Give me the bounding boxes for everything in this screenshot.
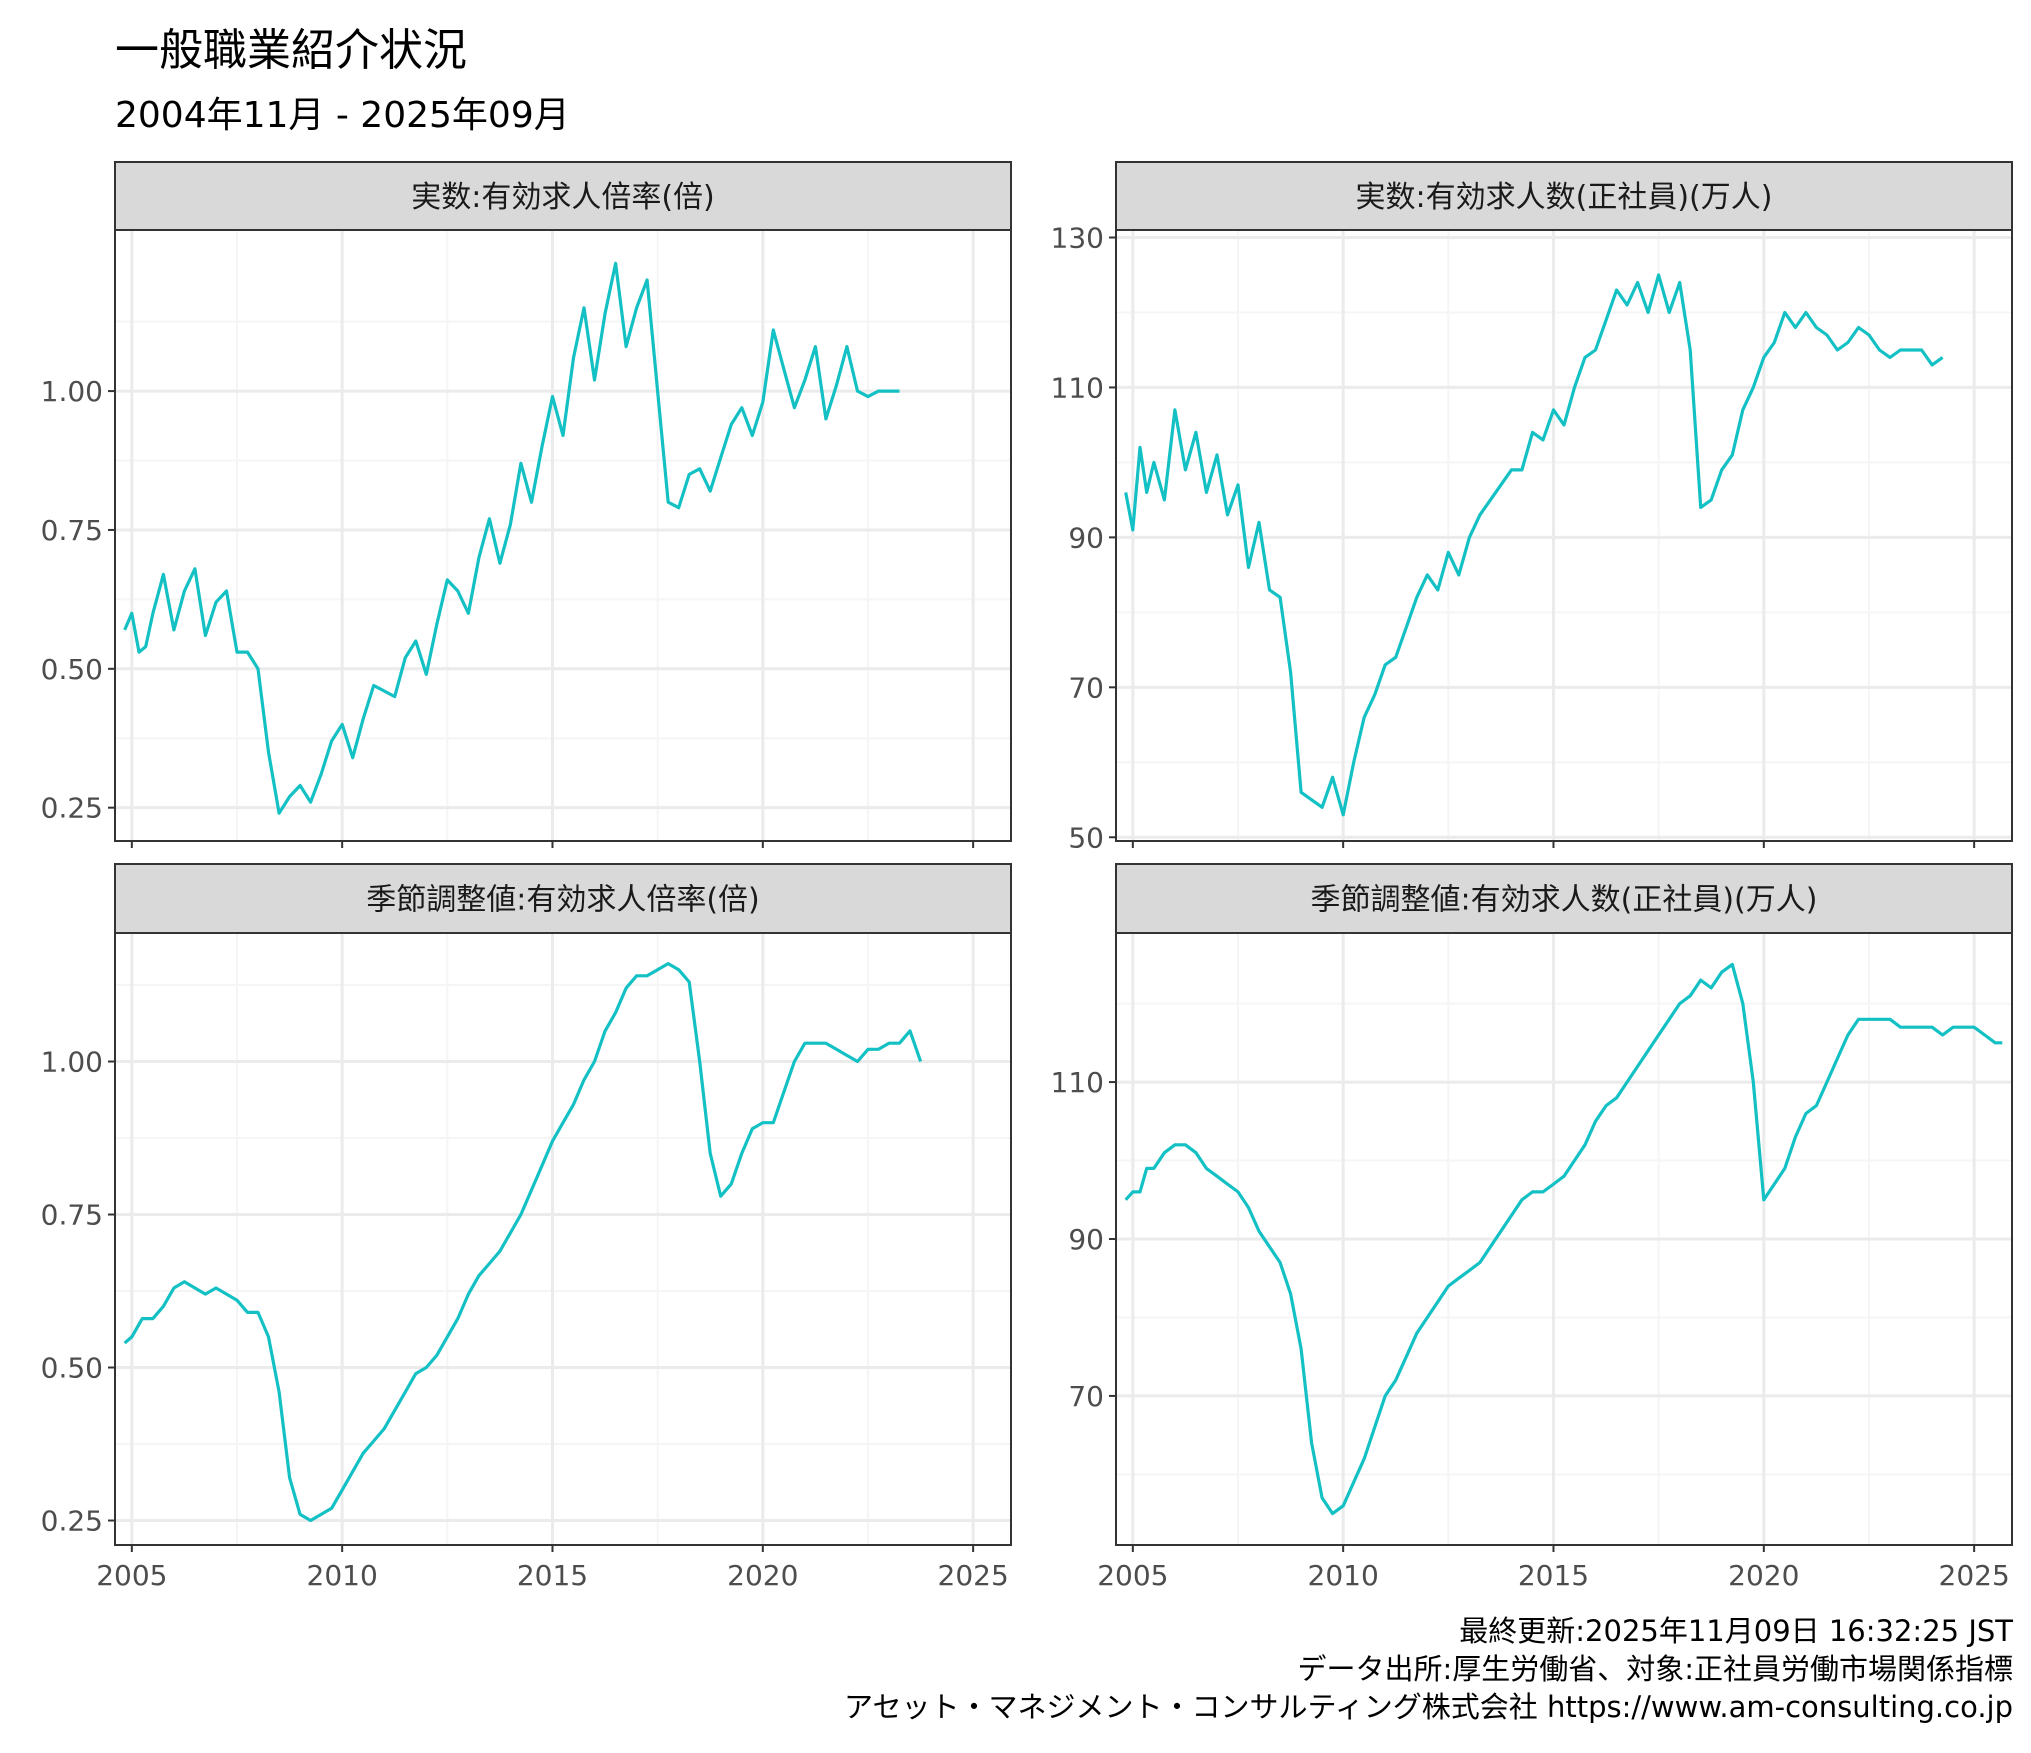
facet-strip [1115, 161, 2013, 231]
y-tick-label: 1.00 [41, 1046, 103, 1079]
y-tick-label: 0.75 [41, 514, 103, 547]
x-tick-label: 2020 [727, 1559, 798, 1592]
y-tick-label: 70 [1068, 671, 1104, 704]
caption-updated: 最終更新:2025年11月09日 16:32:25 JST [1459, 1614, 2013, 1648]
x-tick-label: 2025 [1939, 1559, 2010, 1592]
facet-title: 実数:有効求人数(正社員)(万人) [1356, 180, 1773, 215]
x-tick-label: 2010 [1308, 1559, 1379, 1592]
x-tick-label: 2005 [1097, 1559, 1168, 1592]
x-tick-label: 2005 [96, 1559, 167, 1592]
y-tick-label: 0.50 [41, 1352, 103, 1385]
y-tick-label: 110 [1051, 371, 1104, 404]
caption-company: アセット・マネジメント・コンサルティング株式会社 https://www.am-… [844, 1690, 2013, 1724]
x-tick-label: 2025 [938, 1559, 1009, 1592]
y-tick-label: 110 [1051, 1066, 1104, 1099]
series-line [1124, 962, 2003, 1516]
chart-caption: 最終更新:2025年11月09日 16:32:25 JST データ出所:厚生労働… [844, 1612, 2013, 1726]
facet-strip [114, 161, 1012, 231]
y-tick-label: 0.75 [41, 1199, 103, 1232]
facet-title: 実数:有効求人倍率(倍) [411, 180, 715, 215]
panel-background [1116, 230, 2012, 841]
y-tick-label: 90 [1068, 521, 1104, 554]
x-tick-label: 2015 [517, 1559, 588, 1592]
x-tick-label: 2010 [307, 1559, 378, 1592]
y-tick-label: 0.25 [41, 1505, 103, 1538]
panel-background [115, 933, 1011, 1545]
y-tick-label: 50 [1068, 821, 1104, 854]
facet-strip [114, 863, 1012, 934]
y-tick-label: 0.50 [41, 653, 103, 686]
x-tick-label: 2015 [1518, 1559, 1589, 1592]
y-tick-label: 1.00 [41, 375, 103, 408]
series-line [123, 962, 923, 1523]
facet-title: 季節調整値:有効求人数(正社員)(万人) [1311, 883, 1818, 918]
x-tick-label: 2020 [1728, 1559, 1799, 1592]
y-tick-label: 0.25 [41, 792, 103, 825]
y-tick-label: 90 [1068, 1223, 1104, 1256]
chart-subtitle: 2004年11月 - 2025年09月 [115, 95, 570, 136]
facet-title: 季節調整値:有効求人倍率(倍) [366, 883, 760, 918]
y-tick-label: 130 [1051, 221, 1104, 254]
chart-title: 一般職業紹介状況 [115, 25, 467, 76]
caption-source: データ出所:厚生労働省、対象:正社員労働市場関係指標 [1297, 1652, 2013, 1686]
facet-strip [1115, 863, 2013, 934]
y-tick-label: 70 [1068, 1380, 1104, 1413]
series-line [123, 261, 900, 815]
series-line [1124, 273, 1944, 817]
